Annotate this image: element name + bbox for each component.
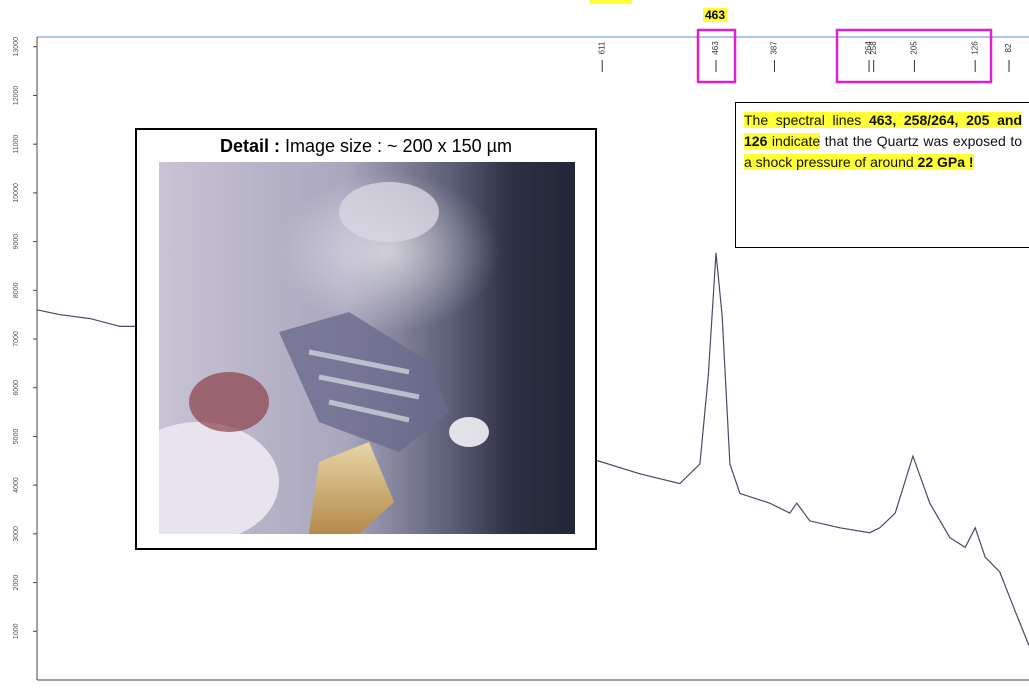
annotation-text: 463, 258/264, (868, 112, 959, 128)
y-tick-label: 13000 (13, 37, 20, 57)
y-tick-label: 8000 (13, 282, 20, 298)
annotation-text: The spectral lines (744, 112, 869, 128)
annotation-text: indicate (767, 133, 821, 149)
y-tick-label: 11000 (13, 135, 20, 154)
highlight-box (696, 28, 737, 84)
y-tick-label: 6000 (13, 380, 20, 396)
highlight-mark (590, 0, 632, 4)
peak-label: 387 (770, 41, 779, 55)
peak-label: 126 (970, 41, 979, 55)
caption-text: Image size : ~ 200 x 150 µm (280, 136, 512, 156)
highlight-box (835, 28, 993, 84)
y-tick-label: 7000 (13, 331, 20, 347)
y-tick-label: 10000 (13, 183, 20, 203)
photo (159, 162, 575, 534)
inset-caption: Detail : Image size : ~ 200 x 150 µm (137, 136, 595, 157)
peak-label: 264 (864, 41, 873, 55)
annotation-text: 22 GPa ! (917, 154, 974, 170)
y-tick-label: 3000 (13, 526, 20, 542)
caption-bold: Detail : (219, 136, 280, 156)
y-tick-label: 9000 (13, 234, 20, 250)
y-tick-label: 4000 (13, 477, 20, 493)
annotation-text: pressure of around (792, 154, 918, 170)
peak-label: 258 (869, 41, 878, 55)
peak-highlight-label: 463 (703, 8, 728, 22)
y-tick-label: 1000 (13, 623, 20, 639)
y-tick-label: 5000 (13, 429, 20, 445)
inset: Detail : Image size : ~ 200 x 150 µm (135, 128, 597, 550)
annotation-text: a shock (744, 154, 793, 170)
peak-label: 82 (1004, 43, 1013, 52)
peak-label: 463 (711, 41, 720, 55)
peak-label: 205 (910, 41, 919, 55)
annotation-text: that the Quartz was exposed to (820, 133, 1022, 149)
annotation-box: The spectral lines 463, 258/264, 205 and… (735, 102, 1029, 248)
y-tick-label: 2000 (13, 575, 20, 591)
y-tick-label: 12000 (13, 86, 20, 106)
peak-label: 611 (597, 41, 606, 54)
